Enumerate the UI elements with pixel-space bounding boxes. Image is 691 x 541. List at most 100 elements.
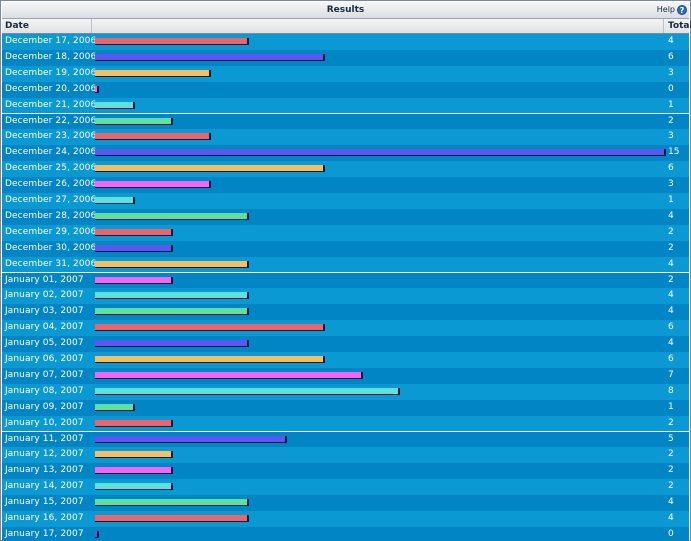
table-row: December 26, 2006 3 <box>2 177 689 193</box>
table-row: December 24, 2006 15 <box>2 145 689 162</box>
row-date: January 01, 2007 <box>5 274 84 285</box>
bar-mark <box>95 197 135 204</box>
row-date: December 25, 2006 <box>5 163 97 174</box>
bar-mark <box>95 451 173 459</box>
row-date: December 22, 2006 <box>5 115 97 126</box>
table-row: December 19, 2006 3 <box>2 65 689 82</box>
table-row: January 15, 2007 4 <box>2 495 689 511</box>
row-date: December 18, 2006 <box>5 51 97 62</box>
table-row: December 20, 2006 0 <box>2 81 689 98</box>
row-date: December 30, 2006 <box>5 242 97 253</box>
table-row: January 05, 2007 4 <box>2 336 689 352</box>
table-row: December 23, 2006 3 <box>2 129 689 146</box>
row-date: December 29, 2006 <box>5 226 97 237</box>
row-total: 6 <box>668 51 674 62</box>
bar-mark <box>95 165 325 173</box>
help-button[interactable]: Help ? <box>657 4 687 16</box>
bar-mark <box>95 435 287 443</box>
table-row: January 01, 2007 2 <box>2 272 689 289</box>
row-date: December 19, 2006 <box>5 67 97 78</box>
row-date: January 08, 2007 <box>5 385 84 396</box>
row-total: 4 <box>668 513 674 523</box>
row-total: 3 <box>668 131 674 142</box>
row-total: 1 <box>668 401 674 412</box>
row-date: January 12, 2007 <box>5 449 84 460</box>
bar-mark <box>95 212 249 220</box>
bar-mark <box>95 244 173 252</box>
table-row: December 22, 2006 2 <box>2 113 689 130</box>
bar-mark <box>95 340 249 348</box>
results-title-bar: Results Help ? <box>2 2 689 19</box>
bar-mark <box>95 308 249 316</box>
row-total: 6 <box>668 163 674 174</box>
row-date: December 31, 2006 <box>5 258 97 269</box>
bar-mark <box>95 133 211 141</box>
row-total: 1 <box>668 195 674 205</box>
bar-mark <box>95 69 211 77</box>
row-date: January 03, 2007 <box>5 306 84 317</box>
bar-mark <box>95 371 363 379</box>
row-date: December 23, 2006 <box>5 131 97 142</box>
row-total: 2 <box>668 274 674 285</box>
table-row: January 02, 2007 4 <box>2 288 689 305</box>
row-date: January 09, 2007 <box>5 401 84 412</box>
bar-mark <box>95 117 173 125</box>
bar-mark <box>95 38 249 45</box>
row-total: 6 <box>668 354 674 364</box>
row-date: January 10, 2007 <box>5 417 84 428</box>
bar-mark <box>95 356 325 363</box>
bar-mark <box>95 228 173 236</box>
table-row: January 08, 2007 8 <box>2 383 689 400</box>
row-total: 4 <box>668 210 674 221</box>
table-row: January 09, 2007 1 <box>2 399 689 416</box>
bar-mark <box>95 324 325 332</box>
help-label: Help <box>656 5 675 14</box>
table-row: January 10, 2007 2 <box>2 415 689 432</box>
row-date: January 02, 2007 <box>5 290 84 301</box>
row-total: 4 <box>668 290 674 301</box>
table-row: December 21, 2006 1 <box>2 97 689 114</box>
row-date: January 07, 2007 <box>5 369 84 380</box>
table-row: January 04, 2007 6 <box>2 320 689 337</box>
row-total: 2 <box>668 226 674 237</box>
bar-mark <box>95 387 400 395</box>
row-total: 3 <box>668 67 674 78</box>
row-date: December 27, 2006 <box>5 195 97 205</box>
row-date: January 17, 2007 <box>5 528 84 539</box>
row-total: 2 <box>668 481 674 492</box>
bar-mark <box>95 403 135 411</box>
table-row: December 18, 2006 6 <box>2 49 689 66</box>
row-date: December 26, 2006 <box>5 179 97 190</box>
table-row: December 25, 2006 6 <box>2 161 689 178</box>
row-total: 2 <box>668 115 674 126</box>
table-row: January 06, 2007 6 <box>2 352 689 368</box>
panel-title: Results <box>326 5 365 15</box>
row-date: December 17, 2006 <box>5 36 97 46</box>
row-date: January 15, 2007 <box>5 497 84 508</box>
results-rows: December 17, 2006 4 December 18, 2006 6 Dece… <box>2 34 689 541</box>
row-total: 7 <box>668 369 674 380</box>
bar-mark <box>95 149 666 157</box>
table-row: January 12, 2007 2 <box>2 447 689 464</box>
bar-mark <box>95 181 211 189</box>
row-total: 4 <box>668 36 674 46</box>
row-date: December 20, 2006 <box>5 83 97 94</box>
bar-mark <box>95 530 99 538</box>
row-total: 2 <box>668 465 674 476</box>
row-total: 5 <box>668 433 674 444</box>
table-row: December 17, 2006 4 <box>2 34 689 50</box>
row-total: 6 <box>668 322 674 333</box>
column-header-date[interactable]: Date <box>2 19 92 33</box>
table-row: January 11, 2007 5 <box>2 431 689 448</box>
row-total: 2 <box>668 449 674 460</box>
row-date: January 11, 2007 <box>5 433 84 444</box>
row-date: January 13, 2007 <box>5 465 84 476</box>
row-date: January 05, 2007 <box>5 338 84 349</box>
bar-mark <box>95 85 99 93</box>
column-header-total[interactable]: Total <box>668 21 691 31</box>
table-row: December 28, 2006 4 <box>2 208 689 225</box>
table-row: December 31, 2006 4 <box>2 256 689 273</box>
row-total: 1 <box>668 99 674 110</box>
row-date: December 21, 2006 <box>5 99 97 110</box>
